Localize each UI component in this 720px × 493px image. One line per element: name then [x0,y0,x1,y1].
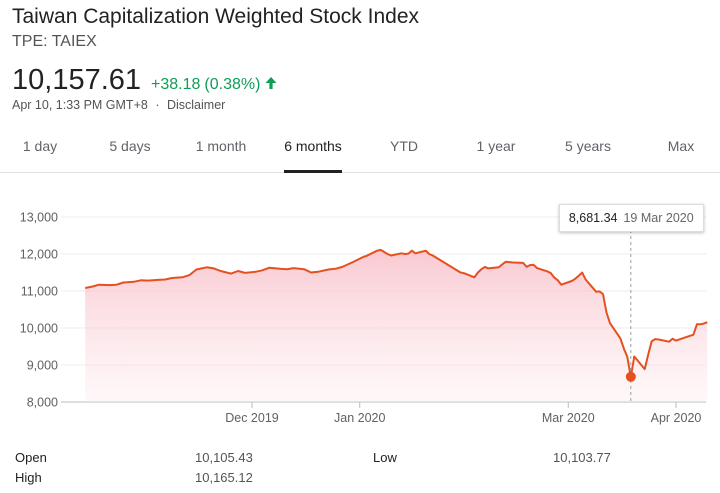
x-tick-label: Jan 2020 [334,411,385,425]
y-tick-label: 13,000 [20,211,58,225]
y-axis-labels: 8,000 9,000 10,000 11,000 12,000 13,000 [20,211,58,410]
price-area-fill [85,249,708,402]
quote-stats: Open 10,105.43 High 10,165.12 Low 10,103… [0,446,720,490]
tooltip-value: 8,681.34 [568,211,618,225]
tab-max[interactable]: Max [667,138,695,154]
price-change-percent: (0.38%) [204,76,261,93]
y-tick-label: 10,000 [20,322,58,336]
x-tick-label: Apr 2020 [651,411,702,425]
arrow-up-icon [265,76,277,89]
price-chart[interactable]: 8,000 9,000 10,000 11,000 12,000 13,000 Dec 2… [0,180,720,430]
low-label: Low [373,450,397,465]
current-price: 10,157.61 [12,64,142,96]
quote-meta: Apr 10, 1:33 PM GMT+8 · Disclaimer [12,97,225,113]
open-label: Open [15,450,47,465]
tooltip-date: 19 Mar 2020 [623,211,694,225]
x-axis-ticks: Dec 2019 Jan 2020 Mar 2020 Apr 2020 [225,402,701,425]
y-tick-label: 9,000 [27,359,58,373]
x-tick-label: Mar 2020 [542,411,595,425]
tab-6-months[interactable]: 6 months [284,124,342,173]
ticker-symbol: TPE: TAIEX [12,33,97,50]
high-label: High [15,470,42,485]
index-title: Taiwan Capitalization Weighted Stock Ind… [12,5,420,28]
price-line [85,248,708,378]
y-tick-label: 12,000 [20,248,58,262]
tab-1-year[interactable]: 1 year [476,138,516,154]
meta-separator: · [155,98,160,112]
disclaimer-link[interactable]: Disclaimer [166,98,226,112]
price-tooltip: 8,681.34 19 Mar 2020 [558,204,704,232]
tab-5-years[interactable]: 5 years [565,138,611,154]
y-tick-label: 8,000 [27,396,58,410]
price-row: 10,157.61 +38.18 (0.38%) [12,62,277,98]
tab-1-month[interactable]: 1 month [195,138,247,154]
open-value: 10,105.43 [195,450,253,465]
chart-svg[interactable]: 8,000 9,000 10,000 11,000 12,000 13,000 Dec 2… [0,180,720,430]
hover-point-marker [625,371,636,382]
high-value: 10,165.12 [195,470,253,485]
y-tick-label: 11,000 [21,285,58,299]
price-change: +38.18 [151,76,201,93]
tab-ytd[interactable]: YTD [390,138,418,154]
x-tick-label: Dec 2019 [225,411,279,425]
tab-1-day[interactable]: 1 day [22,138,58,154]
low-value: 10,103.77 [553,450,611,465]
range-tabs: 1 day 5 days 1 month 6 months YTD 1 year… [0,124,720,173]
quote-timestamp: Apr 10, 1:33 PM GMT+8 [12,98,148,112]
tab-5-days[interactable]: 5 days [109,138,151,154]
